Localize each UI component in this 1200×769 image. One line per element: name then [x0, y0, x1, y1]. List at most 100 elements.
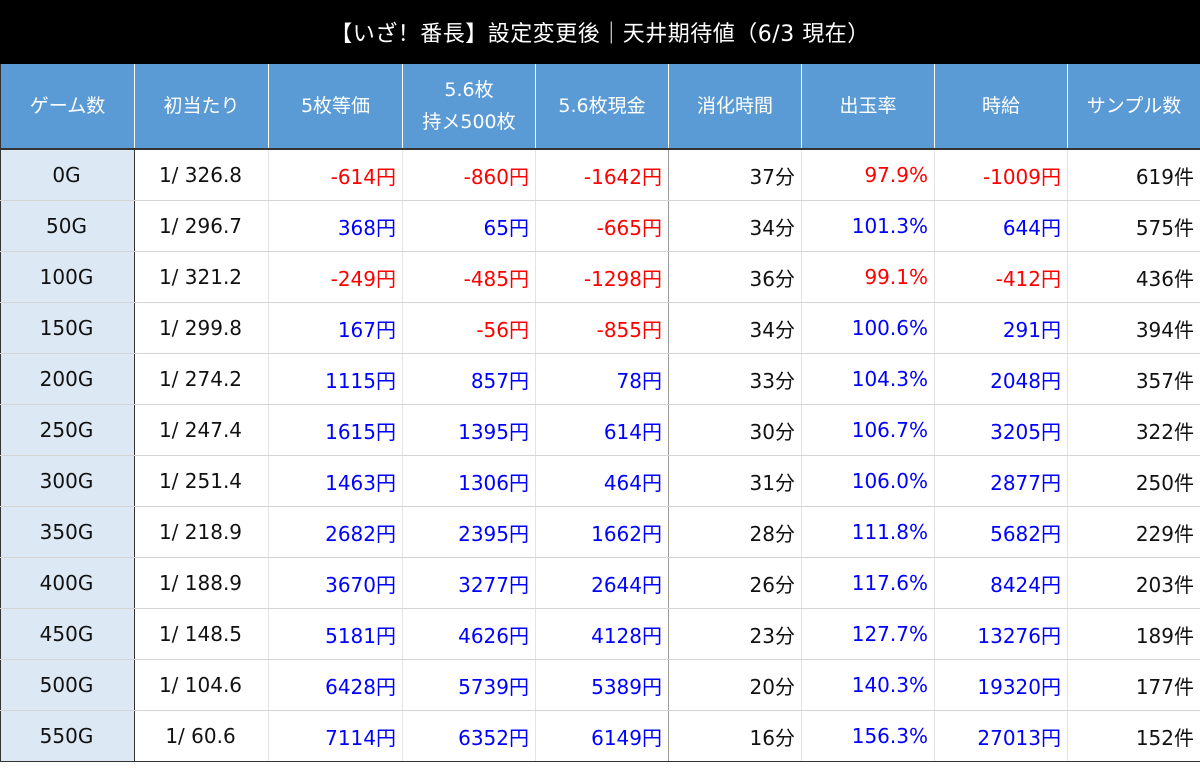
- cell-hourly: 8424円: [934, 557, 1068, 609]
- header-time: 消化時間: [668, 64, 802, 150]
- cell-games: 400G: [0, 557, 135, 609]
- cell-ratio-cash: -855円: [535, 302, 669, 354]
- cell-time: 36分: [668, 251, 802, 303]
- cell-ratio-held: 5739円: [402, 659, 536, 711]
- cell-time: 23分: [668, 608, 802, 660]
- cell-payout: 104.3%: [801, 353, 935, 405]
- cell-first-hit: 1/ 274.2: [134, 353, 269, 405]
- cell-first-hit: 1/ 218.9: [134, 506, 269, 558]
- table-row: 250G 1/ 247.4 1615円 1395円 614円 30分 106.7% 3205円…: [0, 404, 1200, 456]
- cell-payout: 101.3%: [801, 200, 935, 252]
- cell-time: 30分: [668, 404, 802, 456]
- cell-ratio-cash: 78円: [535, 353, 669, 405]
- cell-samples: 250件: [1067, 455, 1200, 507]
- cell-time: 20分: [668, 659, 802, 711]
- cell-ratio-held: 4626円: [402, 608, 536, 660]
- cell-payout: 156.3%: [801, 710, 935, 762]
- header-ratio-held-line1: 5.6枚: [444, 79, 494, 101]
- cell-ratio-held: 65円: [402, 200, 536, 252]
- cell-payout: 99.1%: [801, 251, 935, 303]
- cell-games: 550G: [0, 710, 135, 762]
- cell-samples: 322件: [1067, 404, 1200, 456]
- cell-ratio-cash: 2644円: [535, 557, 669, 609]
- cell-payout: 111.8%: [801, 506, 935, 558]
- cell-equal-rate: -614円: [268, 149, 403, 201]
- cell-samples: 229件: [1067, 506, 1200, 558]
- cell-samples: 575件: [1067, 200, 1200, 252]
- header-hourly: 時給: [934, 64, 1068, 150]
- cell-equal-rate: 7114円: [268, 710, 403, 762]
- cell-hourly: 2877円: [934, 455, 1068, 507]
- cell-samples: 203件: [1067, 557, 1200, 609]
- cell-samples: 189件: [1067, 608, 1200, 660]
- table-row: 100G 1/ 321.2 -249円 -485円 -1298円 36分 99.1% -412…: [0, 251, 1200, 303]
- cell-samples: 152件: [1067, 710, 1200, 762]
- cell-first-hit: 1/ 60.6: [134, 710, 269, 762]
- cell-ratio-cash: 4128円: [535, 608, 669, 660]
- cell-payout: 100.6%: [801, 302, 935, 354]
- cell-payout: 140.3%: [801, 659, 935, 711]
- cell-first-hit: 1/ 148.5: [134, 608, 269, 660]
- cell-ratio-held: -860円: [402, 149, 536, 201]
- cell-hourly: -1009円: [934, 149, 1068, 201]
- cell-equal-rate: 1463円: [268, 455, 403, 507]
- cell-equal-rate: 368円: [268, 200, 403, 252]
- cell-games: 350G: [0, 506, 135, 558]
- header-ratio-held-line2: 持メ500枚: [422, 111, 516, 133]
- header-ratio-cash: 5.6枚現金: [535, 64, 669, 150]
- cell-games: 500G: [0, 659, 135, 711]
- header-ratio-held: 5.6枚 持メ500枚: [402, 64, 536, 150]
- cell-hourly: 644円: [934, 200, 1068, 252]
- cell-equal-rate: -249円: [268, 251, 403, 303]
- cell-equal-rate: 1115円: [268, 353, 403, 405]
- cell-equal-rate: 3670円: [268, 557, 403, 609]
- cell-payout: 127.7%: [801, 608, 935, 660]
- cell-games: 300G: [0, 455, 135, 507]
- cell-ratio-held: 6352円: [402, 710, 536, 762]
- table-row: 550G 1/ 60.6 7114円 6352円 6149円 16分 156.3% 27013…: [0, 710, 1200, 762]
- cell-ratio-held: -485円: [402, 251, 536, 303]
- table-header-row: ゲーム数 初当たり 5枚等価 5.6枚 持メ500枚 5.6枚現金 消化時間 出…: [0, 64, 1200, 150]
- table-row: 350G 1/ 218.9 2682円 2395円 1662円 28分 111.8% 5682…: [0, 506, 1200, 558]
- cell-games: 450G: [0, 608, 135, 660]
- cell-hourly: 2048円: [934, 353, 1068, 405]
- cell-ratio-held: 2395円: [402, 506, 536, 558]
- cell-first-hit: 1/ 296.7: [134, 200, 269, 252]
- cell-ratio-cash: 1662円: [535, 506, 669, 558]
- cell-games: 0G: [0, 149, 135, 201]
- cell-time: 28分: [668, 506, 802, 558]
- cell-payout: 106.7%: [801, 404, 935, 456]
- cell-samples: 436件: [1067, 251, 1200, 303]
- cell-ratio-held: -56円: [402, 302, 536, 354]
- cell-equal-rate: 6428円: [268, 659, 403, 711]
- cell-time: 31分: [668, 455, 802, 507]
- cell-ratio-cash: 614円: [535, 404, 669, 456]
- table-row: 300G 1/ 251.4 1463円 1306円 464円 31分 106.0% 2877円…: [0, 455, 1200, 507]
- cell-payout: 106.0%: [801, 455, 935, 507]
- header-games: ゲーム数: [0, 64, 135, 150]
- cell-equal-rate: 1615円: [268, 404, 403, 456]
- cell-time: 26分: [668, 557, 802, 609]
- table-row: 150G 1/ 299.8 167円 -56円 -855円 34分 100.6% 291円 39…: [0, 302, 1200, 354]
- cell-first-hit: 1/ 299.8: [134, 302, 269, 354]
- cell-hourly: -412円: [934, 251, 1068, 303]
- cell-ratio-cash: 5389円: [535, 659, 669, 711]
- cell-hourly: 13276円: [934, 608, 1068, 660]
- cell-first-hit: 1/ 188.9: [134, 557, 269, 609]
- cell-ratio-held: 857円: [402, 353, 536, 405]
- cell-ratio-cash: 6149円: [535, 710, 669, 762]
- cell-ratio-cash: -665円: [535, 200, 669, 252]
- cell-hourly: 5682円: [934, 506, 1068, 558]
- cell-first-hit: 1/ 251.4: [134, 455, 269, 507]
- cell-games: 200G: [0, 353, 135, 405]
- cell-hourly: 19320円: [934, 659, 1068, 711]
- cell-samples: 357件: [1067, 353, 1200, 405]
- cell-ratio-cash: -1642円: [535, 149, 669, 201]
- cell-ratio-held: 3277円: [402, 557, 536, 609]
- expected-value-table: ゲーム数 初当たり 5枚等価 5.6枚 持メ500枚 5.6枚現金 消化時間 出…: [0, 64, 1200, 762]
- cell-payout: 97.9%: [801, 149, 935, 201]
- cell-games: 150G: [0, 302, 135, 354]
- cell-ratio-held: 1306円: [402, 455, 536, 507]
- cell-time: 16分: [668, 710, 802, 762]
- cell-ratio-held: 1395円: [402, 404, 536, 456]
